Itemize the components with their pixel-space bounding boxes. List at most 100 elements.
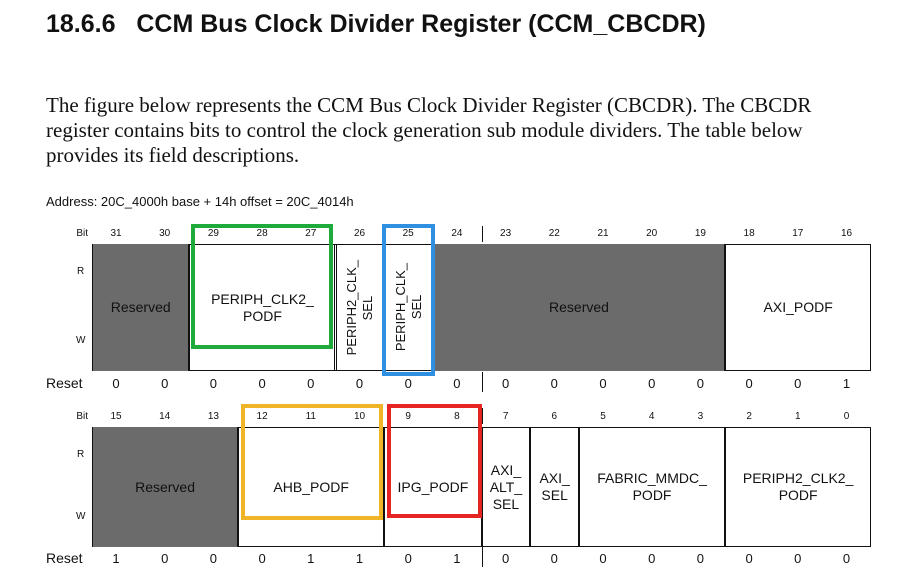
group-divider [481,408,483,424]
bit-number: 6 [551,411,558,422]
reset-value: 0 [209,376,217,391]
bit-number: 11 [305,411,316,422]
reset-value: 0 [599,376,607,391]
reset-value: 0 [258,551,266,566]
reset-value: 1 [842,376,851,391]
write-label: W [76,511,86,522]
reset-value: 0 [648,551,656,566]
bit-number: 23 [500,228,512,239]
register-field: AXI_PODF [725,244,872,371]
reset-value: 0 [648,376,656,391]
bit-number: 0 [843,411,850,422]
field-name: AHB_PODF [273,478,349,495]
bit-number: 20 [646,228,658,239]
group-divider [481,226,483,242]
field-name: PERIPH_CLK2_ PODF [211,290,314,324]
reset-value: 1 [307,551,315,566]
field-name: AXI_ SEL [539,470,570,503]
reset-value: 0 [842,551,851,566]
highlight-ipg-podf [387,404,482,518]
bit-number: 16 [840,228,853,239]
section-heading: 18.6.6 CCM Bus Clock Divider Register (C… [46,10,706,39]
field-name: AXI_ ALT_ SEL [489,461,523,512]
highlight-periph-clk-sel [382,224,435,376]
reset-value: 0 [696,551,704,566]
bit-number: 28 [256,228,268,239]
reset-value: 0 [599,551,607,566]
reset-value: 0 [501,376,510,391]
reset-label: Reset [46,375,83,391]
reset-value: 0 [794,551,802,566]
bit-number: 21 [597,228,609,239]
bit-number: 1 [795,411,801,422]
bit-number: 31 [110,228,122,239]
section-number: 18.6.6 [46,10,116,38]
reset-value: 0 [355,376,364,391]
bit-number: 12 [256,411,268,422]
reset-value: 0 [794,376,802,391]
bit-number: 8 [454,411,460,422]
register-field: PERIPH_CLK2_ PODF [189,244,336,371]
register-field: FABRIC_MMDC_ PODF [579,427,726,547]
bit-number: 2 [746,411,752,422]
reset-value: 0 [745,376,753,391]
reset-value: 1 [112,551,120,566]
bit-row-label: Bit [76,411,88,422]
register-field: AXI_ ALT_ SEL [481,427,531,547]
highlight-ahb-podf [241,404,384,520]
reset-value: 0 [501,551,510,566]
bit-number: 4 [648,411,655,422]
bit-number: 18 [743,228,755,239]
bit-row-label: Bit [76,228,88,239]
field-name: AXI_PODF [763,299,833,315]
register-field: AXI_ SEL [530,427,579,547]
bit-number: 3 [697,411,704,422]
bit-number: 9 [405,411,411,422]
bit-number: 24 [451,228,463,239]
field-name: Reserved [549,299,609,315]
bit-number: 10 [353,411,366,422]
reset-value: 0 [550,376,558,391]
bit-number: 25 [402,228,414,239]
bit-number: 29 [207,228,219,239]
field-name: FABRIC_MMDC_ PODF [597,470,707,503]
reset-value: 0 [258,376,266,391]
register-field: PERIPH2_CLK_ SEL [335,244,385,371]
reset-value: 0 [161,376,169,391]
field-name: PERIPH2_CLK_ SEL [343,259,375,356]
bit-number: 22 [548,228,560,239]
bit-number: 30 [159,228,171,239]
write-label: W [76,335,86,346]
reset-value: 0 [745,551,753,566]
bit-number: 14 [159,411,171,422]
register-field: Reserved [432,244,726,371]
bit-number: 7 [502,411,509,422]
reset-value: 0 [404,376,412,391]
group-divider [481,547,483,567]
bit-number: 13 [207,411,219,422]
reset-value: 0 [112,376,120,391]
group-divider [481,372,483,392]
field-name: Reserved [110,299,171,315]
reset-value: 0 [696,376,704,391]
read-label: R [77,449,85,460]
register-field: Reserved [92,244,190,371]
highlight-periph-clk2-podf [191,224,334,349]
reset-value: 0 [209,551,217,566]
field-name: Reserved [135,478,195,495]
reset-value: 0 [453,376,461,391]
field-name: IPG_PODF [397,478,469,495]
bit-number: 15 [110,411,122,422]
bit-number: 5 [600,411,606,422]
bit-number: 17 [792,228,804,239]
register-field: PERIPH2_CLK2_ PODF [725,427,872,547]
reset-value: 0 [404,551,412,566]
reset-value: 0 [307,376,315,391]
section-title: CCM Bus Clock Divider Register (CCM_CBCD… [136,10,706,38]
reset-value: 0 [550,551,558,566]
reset-label: Reset [46,550,83,566]
read-label: R [77,266,85,277]
field-name: PERIPH2_CLK2_ PODF [742,470,854,503]
bit-number: 19 [694,228,706,239]
reset-value: 0 [161,551,169,566]
